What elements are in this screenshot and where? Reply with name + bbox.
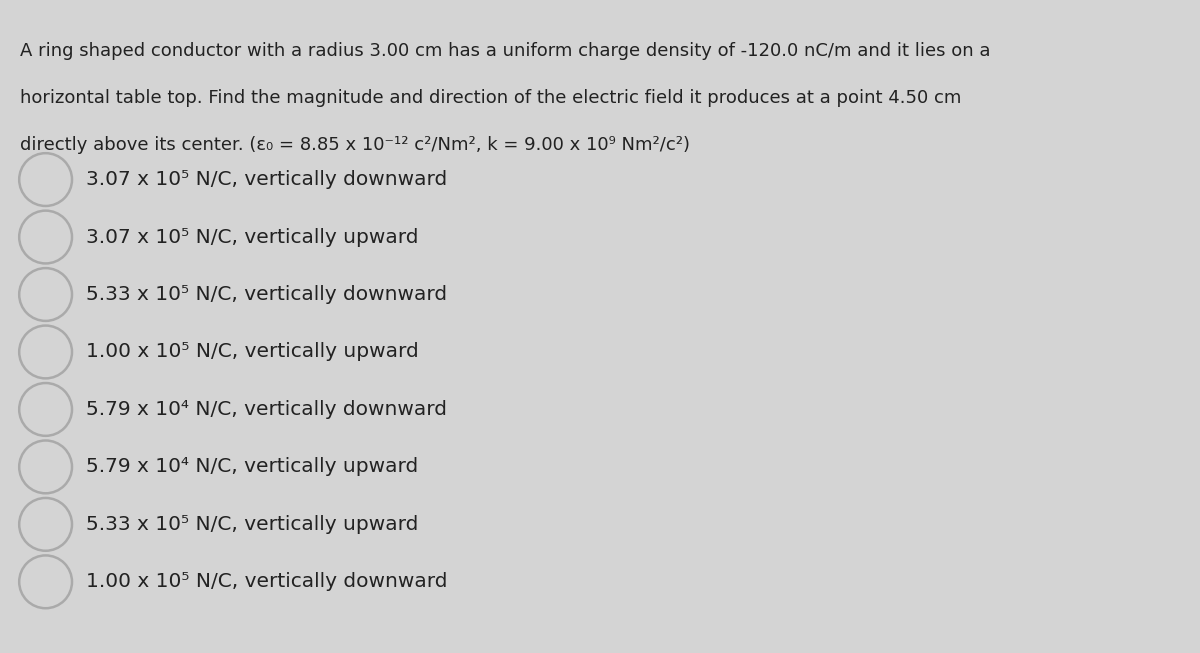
Text: 1.00 x 10⁵ N/C, vertically downward: 1.00 x 10⁵ N/C, vertically downward xyxy=(86,572,448,592)
Text: 3.07 x 10⁵ N/C, vertically upward: 3.07 x 10⁵ N/C, vertically upward xyxy=(86,227,419,247)
Text: 5.33 x 10⁵ N/C, vertically downward: 5.33 x 10⁵ N/C, vertically downward xyxy=(86,285,448,304)
Text: 3.07 x 10⁵ N/C, vertically downward: 3.07 x 10⁵ N/C, vertically downward xyxy=(86,170,448,189)
Text: 5.33 x 10⁵ N/C, vertically upward: 5.33 x 10⁵ N/C, vertically upward xyxy=(86,515,419,534)
Text: A ring shaped conductor with a radius 3.00 cm has a uniform charge density of -1: A ring shaped conductor with a radius 3.… xyxy=(20,42,991,61)
Text: horizontal table top. Find the magnitude and direction of the electric field it : horizontal table top. Find the magnitude… xyxy=(20,89,961,108)
Text: 5.79 x 10⁴ N/C, vertically upward: 5.79 x 10⁴ N/C, vertically upward xyxy=(86,457,419,477)
Text: directly above its center. (ε₀ = 8.85 x 10⁻¹² c²/Nm², k = 9.00 x 10⁹ Nm²/c²): directly above its center. (ε₀ = 8.85 x … xyxy=(20,136,690,155)
Text: 1.00 x 10⁵ N/C, vertically upward: 1.00 x 10⁵ N/C, vertically upward xyxy=(86,342,419,362)
Text: 5.79 x 10⁴ N/C, vertically downward: 5.79 x 10⁴ N/C, vertically downward xyxy=(86,400,448,419)
